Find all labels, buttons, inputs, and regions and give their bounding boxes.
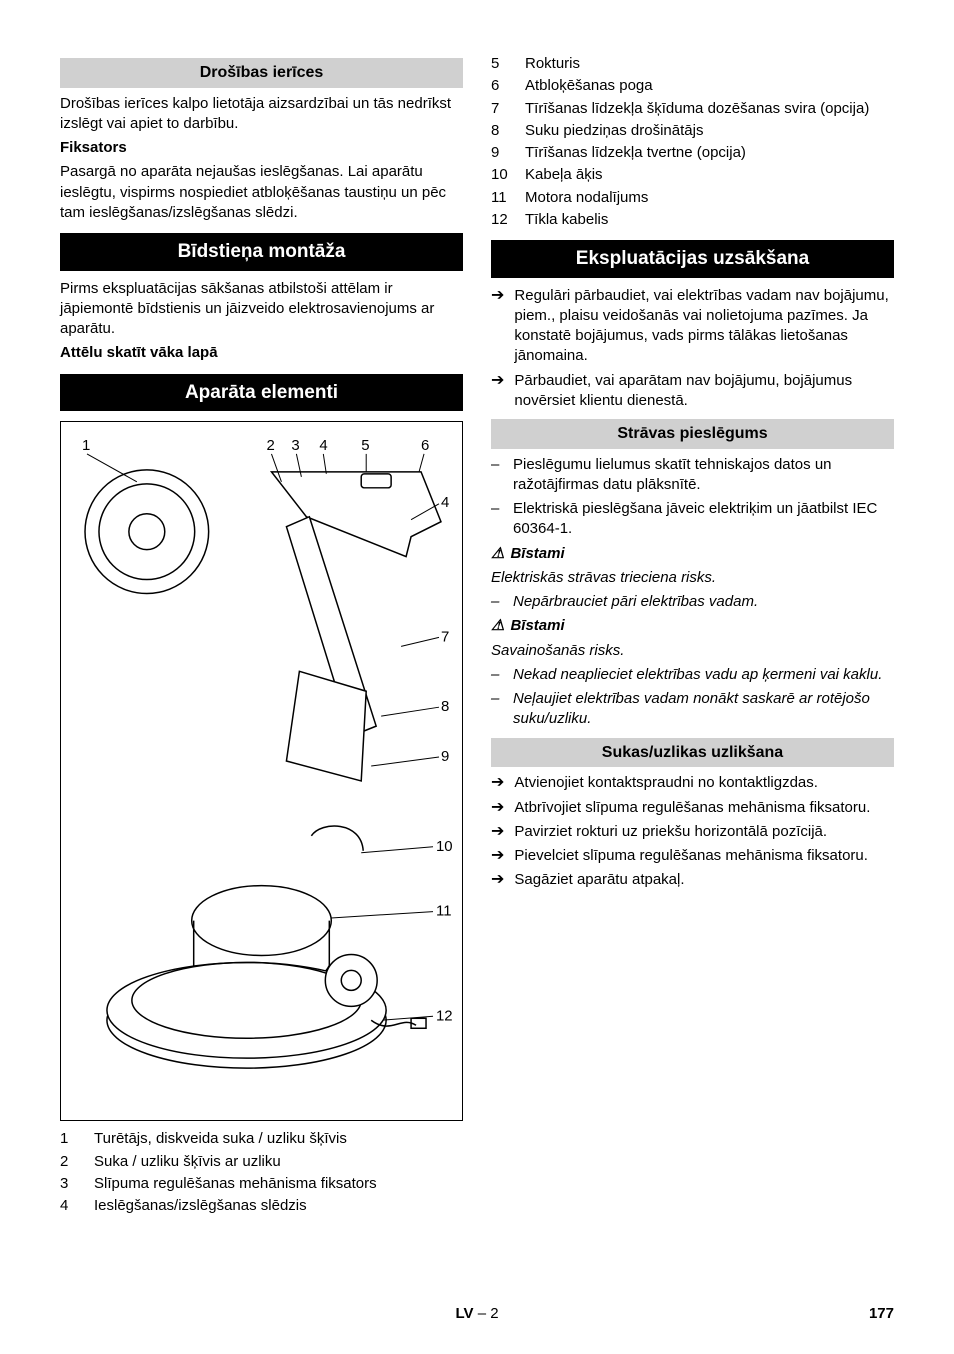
callout-4: 4 bbox=[319, 437, 327, 454]
list-item: 6Atbloķēšanas poga bbox=[491, 76, 894, 96]
list-item: Regulāri pārbaudiet, vai elektrības va­d… bbox=[491, 286, 894, 367]
heading-safety-devices: Drošības ierīces bbox=[60, 58, 463, 88]
list-item: 4Ieslēgšanas/izslēgšanas slēdzis bbox=[60, 1196, 463, 1216]
danger-1-body: Elektriskās strāvas trieciena risks. bbox=[491, 568, 894, 588]
list-item: Elektriskā pieslēgšana jāveic elektriķim… bbox=[491, 499, 894, 540]
list-item: Neļaujiet elektrības vadam nonākt sa­ska… bbox=[491, 689, 894, 730]
list-item: Pārbaudiet, vai aparātam nav bojājumu, b… bbox=[491, 371, 894, 412]
heading-startup: Ekspluatācijas uzsākšana bbox=[491, 240, 894, 278]
danger-2-items: Nekad neaplieciet elektrības vadu ap ķer… bbox=[491, 665, 894, 730]
page-number: 177 bbox=[869, 1304, 894, 1324]
list-item: 11Motora nodalījums bbox=[491, 188, 894, 208]
brush-steps: Atvienojiet kontaktspraudni no kontakt­l… bbox=[491, 773, 894, 890]
list-item: 12Tīkla kabelis bbox=[491, 210, 894, 230]
callout-9: 9 bbox=[441, 748, 449, 765]
assembly-text: Pirms ekspluatācijas sākšanas atbilstoši… bbox=[60, 279, 463, 340]
list-item: Nepārbrauciet pāri elektrības vadam. bbox=[491, 592, 894, 612]
list-item: 1Turētājs, diskveida suka / uzliku šķīvi… bbox=[60, 1129, 463, 1149]
list-item: 5Rokturis bbox=[491, 54, 894, 74]
callout-1: 1 bbox=[82, 437, 90, 454]
heading-brush-fitting: Sukas/uzlikas uzlikšana bbox=[491, 738, 894, 768]
list-item: Pieslēgumu lielumus skatīt tehniskajos d… bbox=[491, 455, 894, 496]
heading-device-elements: Aparāta elementi bbox=[60, 374, 463, 412]
list-item: Nekad neaplieciet elektrības vadu ap ķer… bbox=[491, 665, 894, 685]
device-diagram-svg: 1 2 3 4 5 6 4 7 8 9 10 11 12 bbox=[61, 422, 462, 1120]
callout-11: 11 bbox=[436, 903, 452, 920]
danger-label-2: Bīstami bbox=[491, 616, 894, 636]
list-item: 10Kabeļa āķis bbox=[491, 165, 894, 185]
callout-5: 5 bbox=[361, 437, 369, 454]
page-footer: LV – 2 177 bbox=[60, 1304, 894, 1324]
list-item: 9Tīrīšanas līdzekļa tvertne (opcija) bbox=[491, 143, 894, 163]
heading-handle-assembly: Bīdstieņa montāža bbox=[60, 233, 463, 271]
danger-label-1: Bīstami bbox=[491, 544, 894, 564]
list-item: 7Tīrīšanas līdzekļa šķīduma dozēšanas sv… bbox=[491, 99, 894, 119]
list-item: 8Suku piedziņas drošinātājs bbox=[491, 121, 894, 141]
machine-outline bbox=[85, 470, 441, 1068]
danger-2-body: Savainošanās risks. bbox=[491, 641, 894, 661]
list-item: Pavirziet rokturi uz priekšu horizontālā… bbox=[491, 822, 894, 842]
callout-4b: 4 bbox=[441, 494, 449, 511]
page-columns: Drošības ierīces Drošības ierīces kalpo … bbox=[60, 50, 894, 1220]
list-item: Sagāziet aparātu atpakaļ. bbox=[491, 870, 894, 890]
callout-2: 2 bbox=[266, 437, 274, 454]
callout-7: 7 bbox=[441, 629, 449, 646]
device-diagram: 1 2 3 4 5 6 4 7 8 9 10 11 12 bbox=[60, 421, 463, 1121]
callout-8: 8 bbox=[441, 699, 449, 716]
list-item: 2Suka / uzliku šķīvis ar uzliku bbox=[60, 1152, 463, 1172]
see-figure-text: Attēlu skatīt vāka lapā bbox=[60, 343, 463, 363]
callout-10: 10 bbox=[436, 838, 453, 855]
left-column: Drošības ierīces Drošības ierīces kalpo … bbox=[60, 50, 463, 1220]
heading-power-connection: Strāvas pieslēgums bbox=[491, 419, 894, 449]
callout-12: 12 bbox=[436, 1008, 453, 1025]
power-notes: Pieslēgumu lielumus skatīt tehniskajos d… bbox=[491, 455, 894, 540]
startup-checklist: Regulāri pārbaudiet, vai elektrības va­d… bbox=[491, 286, 894, 412]
callout-3: 3 bbox=[291, 437, 299, 454]
list-item: Atbrīvojiet slīpuma regulēšanas mehā­nis… bbox=[491, 798, 894, 818]
callout-6: 6 bbox=[421, 437, 429, 454]
list-item: Atvienojiet kontaktspraudni no kontakt­l… bbox=[491, 773, 894, 793]
list-item: 3Slīpuma regulēšanas mehānisma fiksa­tor… bbox=[60, 1174, 463, 1194]
parts-list-left: 1Turētājs, diskveida suka / uzliku šķīvi… bbox=[60, 1129, 463, 1216]
fixator-text: Pasargā no aparāta nejaušas ieslēgšanas.… bbox=[60, 162, 463, 223]
right-column: 5Rokturis 6Atbloķēšanas poga 7Tīrīšanas … bbox=[491, 50, 894, 1220]
heading-fixator: Fiksators bbox=[60, 138, 463, 158]
safety-devices-text: Drošības ierīces kalpo lietotāja aizsard… bbox=[60, 94, 463, 135]
danger-1-items: Nepārbrauciet pāri elektrības vadam. bbox=[491, 592, 894, 612]
parts-list-right: 5Rokturis 6Atbloķēšanas poga 7Tīrīšanas … bbox=[491, 54, 894, 230]
list-item: Pievelciet slīpuma regulēšanas mehā­nism… bbox=[491, 846, 894, 866]
